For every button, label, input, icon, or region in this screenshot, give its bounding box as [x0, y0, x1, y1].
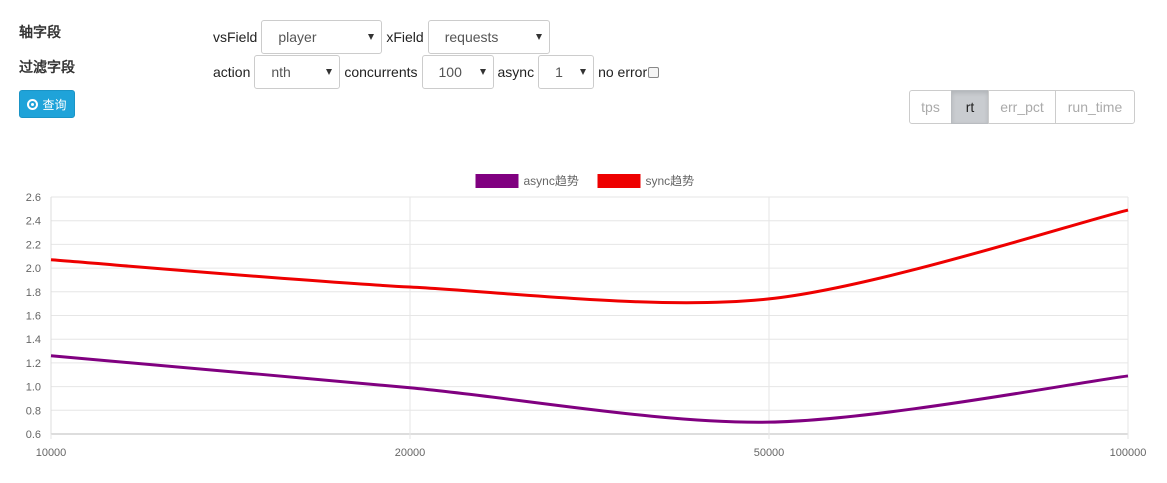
action-value: nth [271, 64, 291, 80]
legend-swatch-1 [597, 174, 641, 188]
legend-label-0: async趋势 [524, 174, 579, 188]
filter-field-row: action nth concurrents 100 async 1 no er… [213, 55, 660, 89]
series-line-1 [50, 208, 1129, 305]
caret-down-icon [535, 34, 542, 40]
action-select[interactable]: nth [254, 55, 341, 89]
tab-tps[interactable]: tps [909, 90, 952, 124]
xfield-value: requests [444, 29, 499, 45]
series-line-0 [50, 354, 1129, 424]
caret-down-icon [326, 69, 333, 75]
xfield-select[interactable]: requests [427, 20, 550, 54]
async-select[interactable]: 1 [538, 55, 595, 89]
vsfield-select[interactable]: player [261, 20, 383, 54]
x-tick-label: 50000 [754, 447, 785, 459]
y-tick-label: 1.6 [26, 311, 41, 323]
y-tick-label: 2.4 [26, 216, 41, 228]
no-error-label: no error [598, 64, 648, 80]
y-tick-label: 0.6 [26, 429, 41, 441]
y-tick-label: 1.4 [26, 334, 41, 346]
metric-tab-group: tps rt err_pct run_time [909, 90, 1135, 124]
tab-run-time[interactable]: run_time [1055, 90, 1135, 124]
query-button-label: 查询 [42, 97, 67, 112]
x-tick-label: 10000 [36, 447, 67, 459]
x-tick-label: 20000 [395, 447, 426, 459]
no-error-checkbox[interactable] [648, 66, 660, 78]
axis-field-label: 轴字段 [19, 24, 61, 40]
y-tick-label: 2.0 [26, 263, 41, 275]
y-tick-label: 2.6 [26, 192, 41, 204]
concurrents-select[interactable]: 100 [421, 55, 494, 89]
y-tick-label: 1.2 [26, 358, 41, 370]
y-tick-label: 1.0 [26, 382, 41, 394]
legend-label-1: sync趋势 [646, 174, 695, 188]
concurrents-label: concurrents [344, 64, 418, 80]
caret-down-icon [580, 69, 587, 75]
async-label: async [497, 64, 535, 80]
axis-field-row: vsField player xField requests [213, 20, 554, 54]
vsfield-value: player [278, 29, 317, 45]
y-tick-label: 0.8 [26, 405, 41, 417]
vsfield-label: vsField [213, 29, 258, 45]
x-tick-label: 100000 [1110, 447, 1147, 459]
tab-rt[interactable]: rt [951, 90, 989, 124]
caret-down-icon [479, 69, 486, 75]
line-chart: 0.6 0.8 1.0 1.2 1.4 1.6 1.8 2.0 2.2 2.4 2.6 10000 20… [26, 174, 1147, 459]
query-button[interactable]: 查询 [19, 90, 75, 118]
async-value: 1 [555, 64, 563, 80]
caret-down-icon [368, 34, 375, 40]
action-label: action [213, 64, 251, 80]
concurrents-value: 100 [438, 64, 462, 80]
circle-dot-icon [27, 98, 39, 110]
y-tick-label: 1.8 [26, 287, 41, 299]
filter-field-label: 过滤字段 [19, 59, 75, 75]
tab-err-pct[interactable]: err_pct [988, 90, 1056, 124]
y-tick-label: 2.2 [26, 239, 41, 251]
xfield-label: xField [386, 29, 424, 45]
legend-swatch-0 [475, 174, 519, 188]
